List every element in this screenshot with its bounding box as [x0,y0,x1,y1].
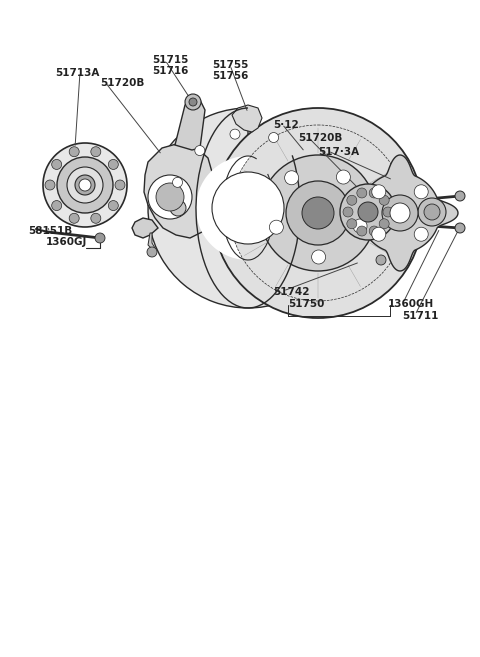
Circle shape [343,207,353,217]
Polygon shape [175,98,205,150]
Text: 51720B: 51720B [100,78,144,88]
Circle shape [213,108,423,318]
Circle shape [382,195,418,231]
Circle shape [95,233,105,243]
Circle shape [67,167,103,203]
Text: 51750: 51750 [288,299,324,309]
Circle shape [379,219,389,229]
Polygon shape [144,143,212,238]
Circle shape [340,184,396,240]
Circle shape [91,147,101,157]
Circle shape [185,94,201,110]
Circle shape [52,160,62,170]
Circle shape [75,175,95,195]
Circle shape [57,157,113,213]
Text: 51742: 51742 [273,287,310,297]
Circle shape [115,180,125,190]
Circle shape [195,146,205,156]
Polygon shape [232,105,262,132]
Circle shape [45,180,55,190]
Circle shape [347,219,357,229]
Circle shape [390,203,410,223]
Circle shape [302,197,334,229]
Circle shape [230,125,406,301]
Circle shape [69,147,79,157]
Text: 1360GH: 1360GH [388,299,434,309]
Circle shape [230,129,240,139]
Circle shape [269,220,283,234]
Circle shape [455,191,465,201]
Circle shape [347,195,357,205]
Polygon shape [342,155,458,271]
Circle shape [147,247,157,257]
Circle shape [108,160,118,170]
Circle shape [372,227,386,241]
Wedge shape [148,108,348,308]
Circle shape [312,250,325,264]
Wedge shape [196,156,300,260]
Text: 51711: 51711 [402,311,438,321]
Circle shape [170,200,186,216]
Circle shape [379,195,389,205]
Circle shape [212,172,284,244]
Circle shape [414,185,428,199]
Circle shape [52,200,62,211]
Circle shape [358,202,378,222]
Circle shape [455,223,465,233]
Text: 517·3A: 517·3A [318,147,359,157]
Circle shape [376,255,386,265]
Circle shape [383,207,393,217]
Text: 51755: 51755 [212,60,248,70]
Circle shape [108,200,118,211]
Circle shape [260,155,376,271]
Circle shape [269,133,279,143]
Text: 51756: 51756 [212,71,248,81]
Circle shape [148,175,192,219]
Text: 51715: 51715 [152,55,188,65]
Circle shape [189,98,197,106]
Circle shape [418,198,446,226]
Text: 58151B: 58151B [28,226,72,236]
Circle shape [372,185,386,199]
Text: 51720B: 51720B [298,133,342,143]
Polygon shape [148,233,155,252]
Circle shape [414,227,428,241]
Circle shape [369,226,379,236]
Polygon shape [132,218,158,238]
Circle shape [369,188,379,198]
Circle shape [424,204,440,220]
Text: 1360GJ: 1360GJ [46,237,87,247]
Circle shape [353,219,367,233]
Circle shape [172,177,182,187]
Circle shape [286,181,350,245]
Text: 51716: 51716 [152,66,188,76]
Circle shape [69,214,79,223]
Polygon shape [290,178,318,200]
Circle shape [43,143,127,227]
Circle shape [79,179,91,191]
Text: 5·12: 5·12 [273,120,299,130]
Circle shape [285,171,299,185]
Circle shape [357,226,367,236]
Circle shape [336,170,350,184]
Circle shape [91,214,101,223]
Circle shape [357,188,367,198]
Text: 51713A: 51713A [55,68,99,78]
Circle shape [156,183,184,211]
